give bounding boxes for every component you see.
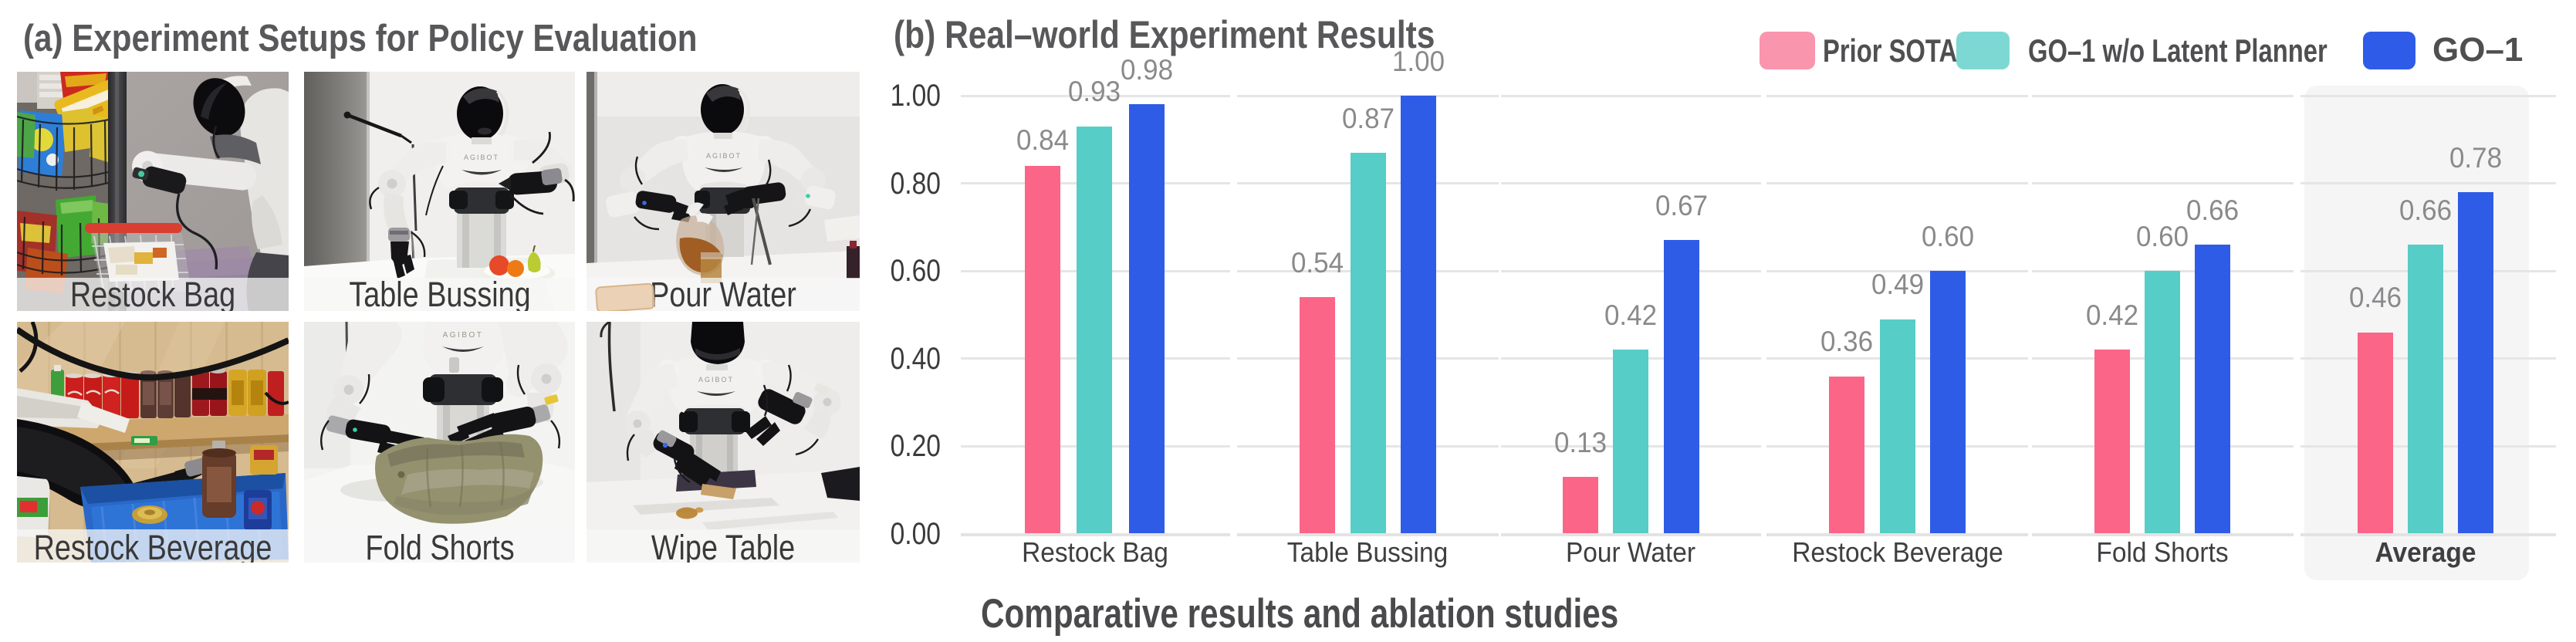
svg-text:AGIBOT: AGIBOT [706,152,742,160]
svg-text:AGIBOT: AGIBOT [464,154,499,161]
svg-text:AGIBOT: AGIBOT [698,376,734,384]
svg-text:AGIBOT: AGIBOT [443,331,484,340]
